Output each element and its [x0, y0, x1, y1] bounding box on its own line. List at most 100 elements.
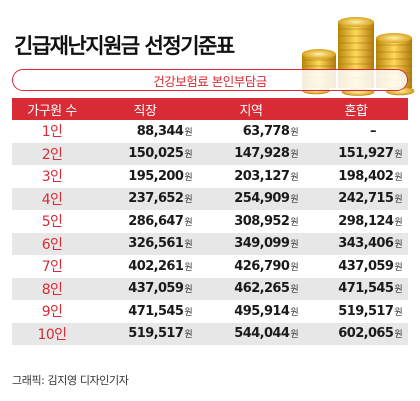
mixed-premium-cell: 343,406원 — [304, 236, 408, 251]
employee-premium-cell: 402,261원 — [92, 259, 198, 274]
regional-premium-cell: 63,778원 — [198, 124, 304, 139]
mixed-premium-cell: 602,065원 — [304, 326, 408, 341]
premium-value: 602,065 — [338, 326, 394, 342]
subtitle-text: 건강보험료 본인부담금 — [153, 73, 267, 89]
premium-value: 242,715 — [338, 191, 394, 207]
currency-unit: 원 — [290, 307, 298, 318]
currency-unit: 원 — [394, 172, 402, 183]
regional-premium-cell: 308,952원 — [198, 214, 304, 229]
currency-unit: 원 — [394, 262, 402, 273]
household-size-cell: 3인 — [41, 169, 63, 186]
currency-unit: 원 — [290, 217, 298, 228]
premium-value: 326,561 — [128, 236, 184, 252]
currency-unit: 원 — [184, 262, 192, 273]
table-row: 3인 195,200원 203,127원 198,402원 — [12, 165, 408, 188]
currency-unit: 원 — [184, 240, 192, 251]
household-size-cell: 6인 — [41, 236, 63, 253]
currency-unit: 원 — [290, 240, 298, 251]
employee-premium-cell: 150,025원 — [92, 146, 198, 161]
mixed-premium-cell: – — [304, 124, 408, 139]
employee-premium-cell: 237,652원 — [92, 191, 198, 206]
premium-value: 308,952 — [234, 213, 290, 229]
table-row: 6인 326,561원 349,099원 343,406원 — [12, 232, 408, 255]
premium-value: 544,044 — [234, 326, 290, 342]
header-regional: 지역 — [239, 103, 263, 119]
currency-unit: 원 — [184, 217, 192, 228]
table-row: 2인 150,025원 147,928원 151,927원 — [12, 142, 408, 165]
regional-premium-cell: 254,909원 — [198, 191, 304, 206]
currency-unit: 원 — [290, 195, 298, 206]
graphic-credit: 그래픽: 김지영 디자인기자 — [12, 374, 129, 387]
table-row: 4인 237,652원 254,909원 242,715원 — [12, 187, 408, 210]
mixed-premium-cell: 151,927원 — [304, 146, 408, 161]
premium-value: 349,099 — [234, 236, 290, 252]
regional-premium-cell: 147,928원 — [198, 146, 304, 161]
household-size-cell: 7인 — [41, 259, 63, 276]
regional-premium-cell: 495,914원 — [198, 304, 304, 319]
currency-unit: 원 — [290, 285, 298, 296]
premium-value: 150,025 — [128, 146, 184, 162]
currency-unit: 원 — [184, 127, 192, 138]
table-header: 가구원 수 직장 지역 혼합 — [12, 98, 408, 120]
premium-value: 426,790 — [234, 258, 290, 274]
mixed-premium-cell: 519,517원 — [304, 304, 408, 319]
premium-value: 203,127 — [234, 168, 290, 184]
premium-value: 519,517 — [128, 326, 184, 342]
page-title: 긴급재난지원금 선정기준표 — [14, 34, 235, 58]
mixed-premium-cell: 437,059원 — [304, 259, 408, 274]
table-row: 8인 437,059원 462,265원 471,545원 — [12, 277, 408, 300]
regional-premium-cell: 203,127원 — [198, 169, 304, 184]
household-size-cell: 8인 — [41, 281, 63, 298]
currency-unit: 원 — [184, 172, 192, 183]
currency-unit: 원 — [394, 330, 402, 341]
premium-value: 471,545 — [338, 281, 394, 297]
currency-unit: 원 — [394, 217, 402, 228]
currency-unit: 원 — [394, 240, 402, 251]
household-size-cell: 10인 — [37, 326, 68, 343]
regional-premium-cell: 544,044원 — [198, 326, 304, 341]
premium-value: 437,059 — [128, 281, 184, 297]
currency-unit: 원 — [290, 127, 298, 138]
premium-value: 519,517 — [338, 303, 394, 319]
regional-premium-cell: 462,265원 — [198, 281, 304, 296]
household-size-cell: 1인 — [41, 124, 63, 141]
employee-premium-cell: 519,517원 — [92, 326, 198, 341]
table-row: 10인 519,517원 544,044원 602,065원 — [12, 322, 408, 345]
premium-value: 147,928 — [234, 146, 290, 162]
currency-unit: 원 — [290, 172, 298, 183]
employee-premium-cell: 286,647원 — [92, 214, 198, 229]
premium-value: 402,261 — [128, 258, 184, 274]
household-size-cell: 9인 — [41, 304, 63, 321]
header-employee: 직장 — [133, 103, 157, 119]
mixed-premium-cell: 242,715원 — [304, 191, 408, 206]
premium-value: 286,647 — [128, 213, 184, 229]
subtitle-banner: 건강보험료 본인부담금 — [12, 69, 408, 91]
premium-value: 88,344 — [136, 123, 184, 139]
currency-unit: 원 — [394, 195, 402, 206]
table-row: 7인 402,261원 426,790원 437,059원 — [12, 255, 408, 278]
currency-unit: 원 — [290, 262, 298, 273]
currency-unit: 원 — [290, 330, 298, 341]
table-row: 9인 471,545원 495,914원 519,517원 — [12, 300, 408, 323]
currency-unit: 원 — [184, 307, 192, 318]
mixed-premium-cell: 471,545원 — [304, 281, 408, 296]
premium-value: 437,059 — [338, 258, 394, 274]
employee-premium-cell: 88,344원 — [92, 124, 198, 139]
currency-unit: 원 — [184, 285, 192, 296]
regional-premium-cell: 426,790원 — [198, 259, 304, 274]
currency-unit: 원 — [184, 330, 192, 341]
mixed-premium-cell: 198,402원 — [304, 169, 408, 184]
regional-premium-cell: 349,099원 — [198, 236, 304, 251]
employee-premium-cell: 326,561원 — [92, 236, 198, 251]
currency-unit: 원 — [184, 150, 192, 161]
premium-value: 495,914 — [234, 303, 290, 319]
premium-value: 343,406 — [338, 236, 394, 252]
table-body: 1인 88,344원 63,778원 –2인 150,025원 147,928원 151,9… — [12, 120, 408, 345]
household-size-cell: 4인 — [41, 191, 63, 208]
premium-value: 462,265 — [234, 281, 290, 297]
currency-unit: 원 — [394, 285, 402, 296]
premium-value: 471,545 — [128, 303, 184, 319]
currency-unit: 원 — [290, 150, 298, 161]
table-row: 5인 286,647원 308,952원 298,124원 — [12, 210, 408, 233]
household-size-cell: 5인 — [41, 214, 63, 231]
